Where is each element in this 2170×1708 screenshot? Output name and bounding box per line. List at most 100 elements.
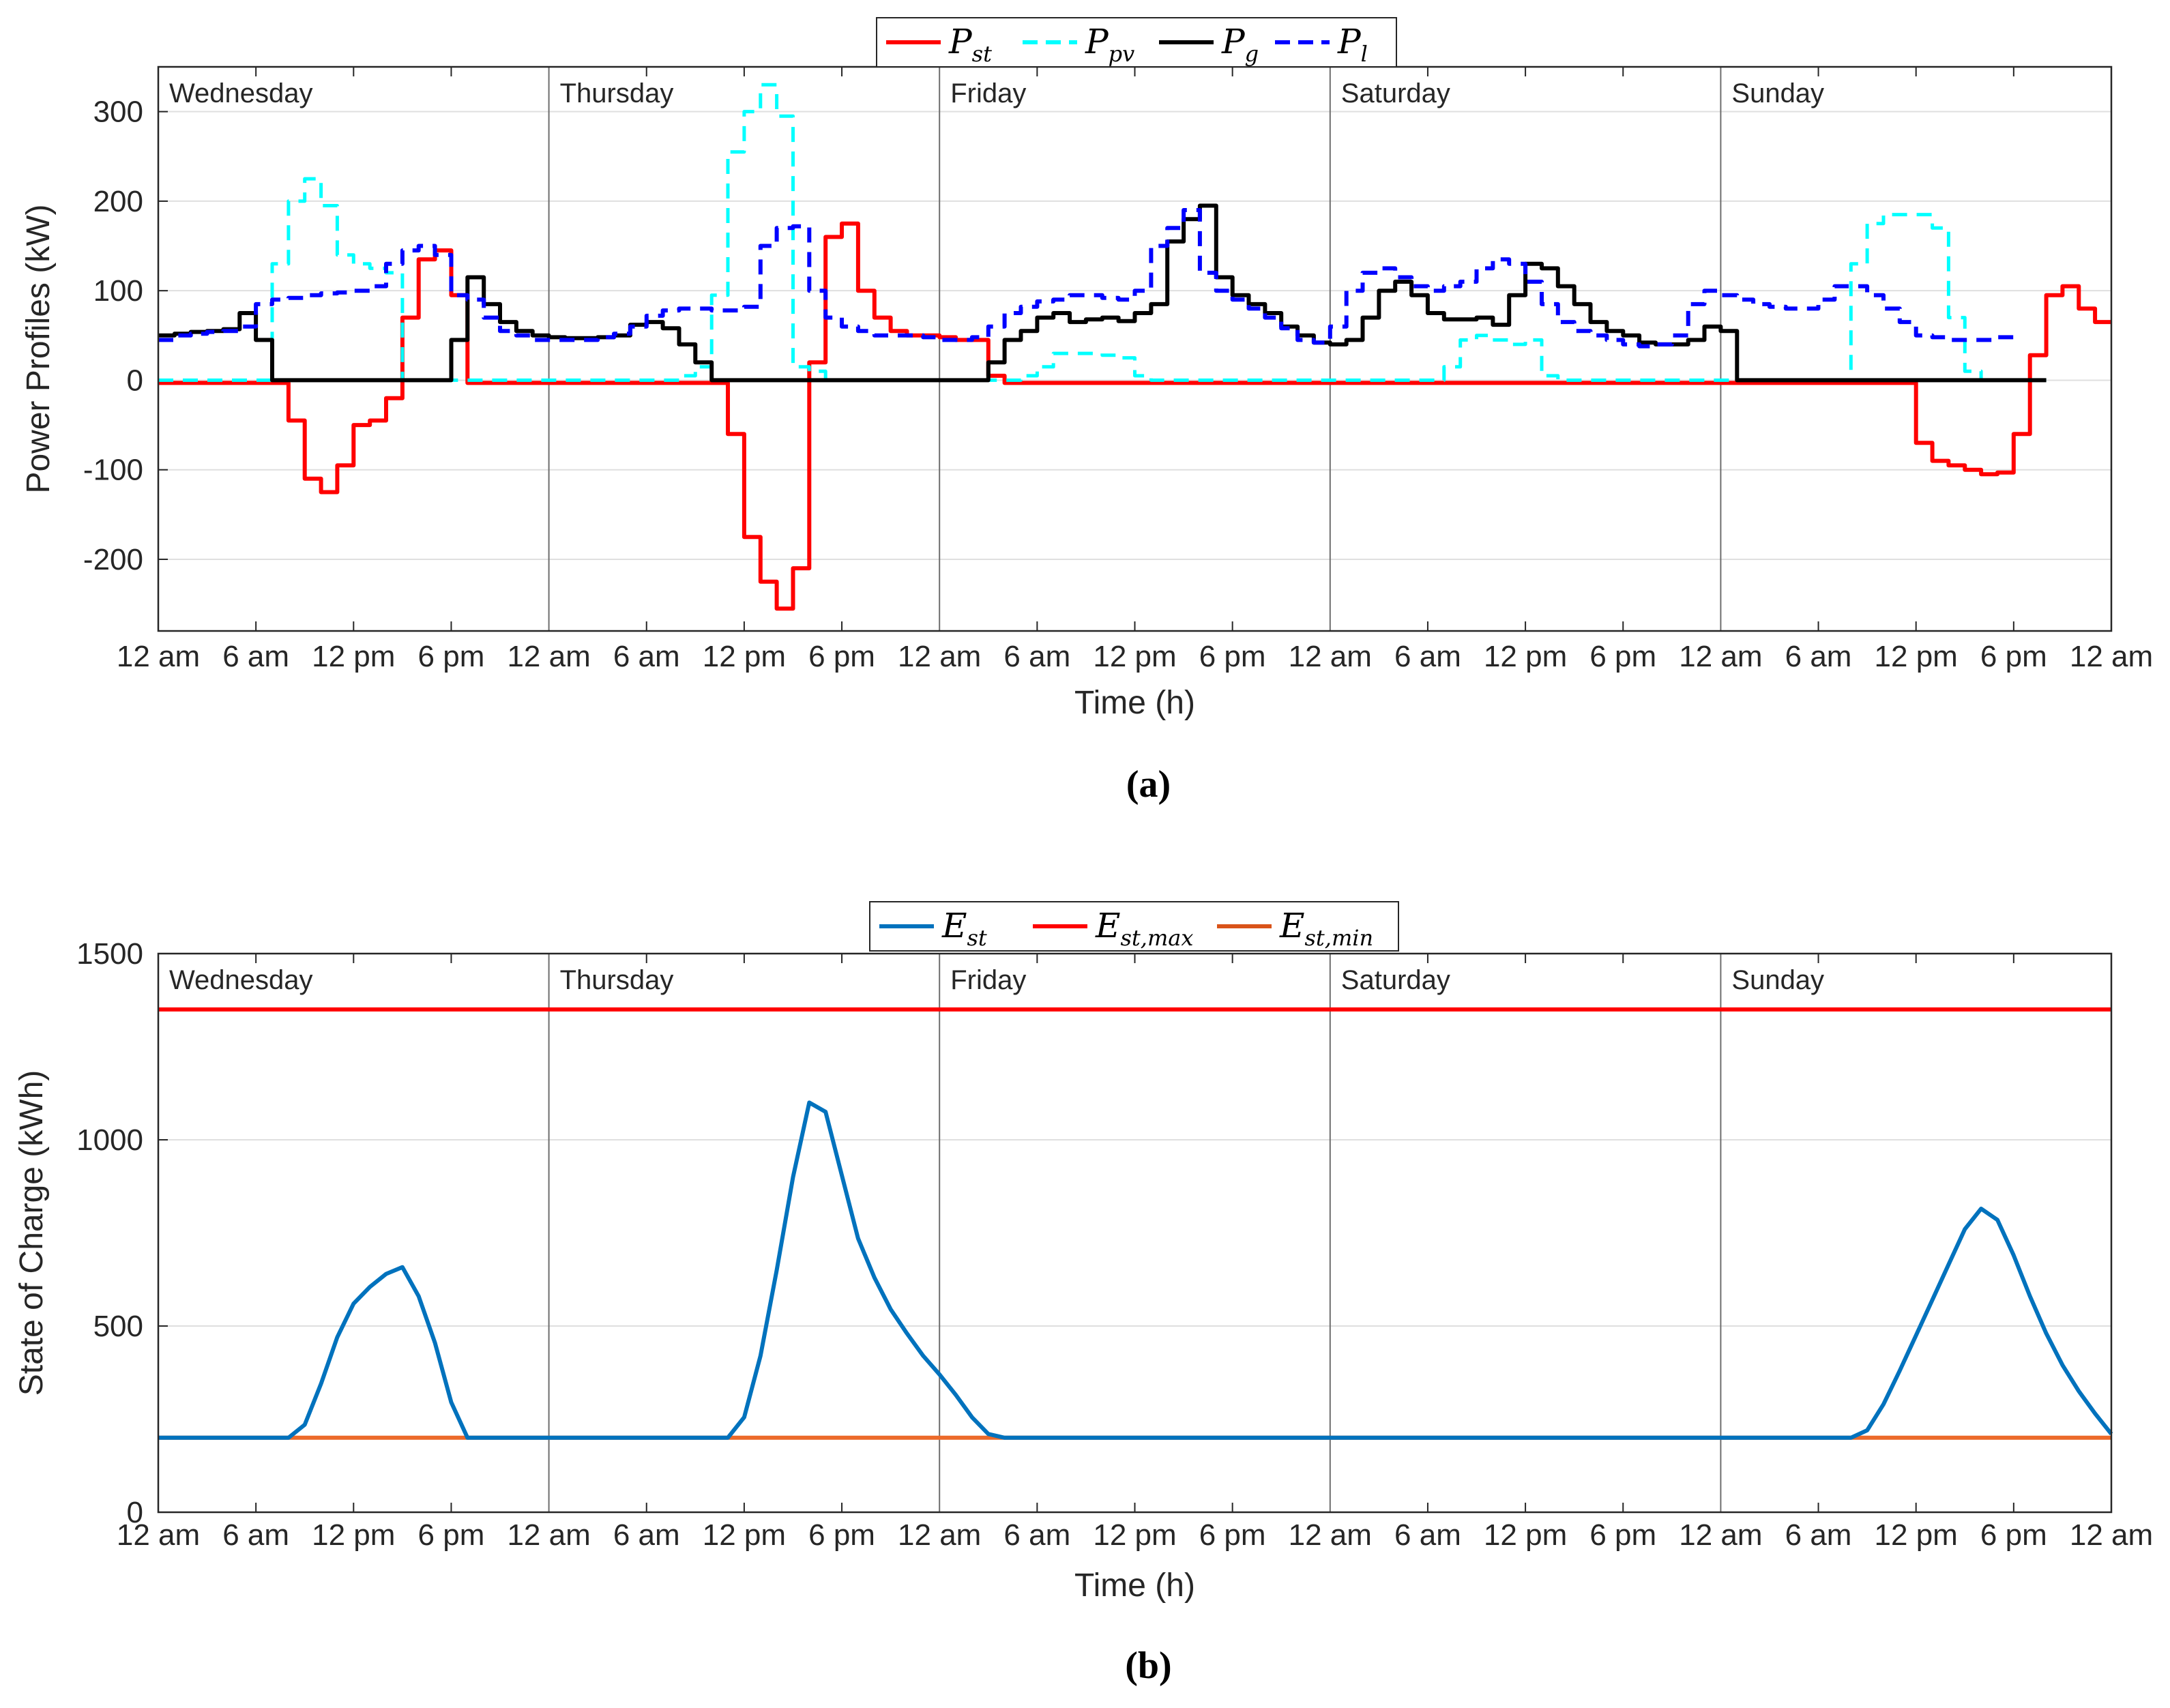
- y-tick-label: 100: [93, 274, 143, 308]
- legend-label-base: E: [1095, 906, 1121, 945]
- legend-item: Pst: [886, 22, 992, 67]
- x-tick-label: 12 pm: [1484, 640, 1567, 673]
- x-tick-label: 12 am: [1679, 640, 1762, 673]
- x-tick-label: 12 pm: [703, 640, 786, 673]
- legend-item: Pg: [1159, 22, 1259, 67]
- x-tick-label: 6 pm: [1980, 1518, 2047, 1552]
- day-label: Sunday: [1731, 78, 1824, 108]
- legend-label-base: E: [941, 906, 967, 945]
- x-tick-label: 12 am: [898, 640, 981, 673]
- legend-label-base: P: [948, 22, 973, 61]
- x-tick-label: 6 am: [1394, 1518, 1461, 1552]
- x-tick-label: 12 pm: [1875, 640, 1958, 673]
- y-axis-label: Power Profiles (kW): [20, 204, 57, 493]
- day-label: Saturday: [1341, 965, 1450, 995]
- x-tick-label: 12 am: [898, 1518, 981, 1552]
- x-tick-label: 6 am: [1785, 640, 1852, 673]
- x-tick-label: 12 pm: [1093, 640, 1176, 673]
- y-tick-label: 200: [93, 185, 143, 218]
- legend-item: Est,min: [1217, 906, 1373, 951]
- x-tick-label: 6 pm: [808, 1518, 875, 1552]
- x-tick-label: 6 am: [613, 640, 680, 673]
- x-tick-label: 12 am: [117, 640, 200, 673]
- y-tick-label: -100: [83, 454, 143, 487]
- x-tick-label: 12 pm: [312, 640, 395, 673]
- y-tick-label: 0: [127, 364, 143, 397]
- x-tick-label: 6 pm: [1199, 1518, 1266, 1552]
- x-tick-label: 12 pm: [312, 1518, 395, 1552]
- x-axis-label: Time (h): [1074, 1567, 1195, 1604]
- plot-area: [158, 954, 2111, 1512]
- legend-label: Pst: [948, 22, 992, 67]
- x-tick-label: 6 am: [1003, 1518, 1070, 1552]
- x-tick-label: 12 am: [507, 1518, 590, 1552]
- legend-item: Est,max: [1033, 906, 1193, 951]
- legend-label-subscript: st: [972, 41, 992, 67]
- x-tick-label: 6 am: [1394, 640, 1461, 673]
- panel-caption: (b): [1125, 1645, 1171, 1687]
- x-tick-label: 12 am: [2070, 1518, 2153, 1552]
- day-label: Friday: [950, 965, 1026, 995]
- x-tick-label: 6 pm: [1199, 640, 1266, 673]
- y-tick-label: 300: [93, 95, 143, 129]
- x-tick-label: 6 am: [222, 640, 289, 673]
- y-tick-label: 0: [127, 1496, 143, 1529]
- panel-caption: (a): [1126, 763, 1171, 806]
- legend-label: Est: [941, 906, 987, 951]
- day-label: Saturday: [1341, 78, 1450, 108]
- series-line-p-g: [158, 203, 2047, 383]
- x-tick-label: 6 am: [222, 1518, 289, 1552]
- x-tick-label: 12 pm: [703, 1518, 786, 1552]
- legend-label: Est,min: [1279, 906, 1373, 951]
- y-tick-label: 1000: [76, 1123, 143, 1157]
- legend-label: Pg: [1221, 22, 1259, 67]
- series-line-p-l: [158, 208, 2014, 349]
- x-tick-label: 12 pm: [1093, 1518, 1176, 1552]
- x-tick-label: 6 pm: [418, 640, 485, 673]
- legend-label-subscript: st: [967, 925, 987, 951]
- legend-label-subscript: st,min: [1305, 925, 1374, 951]
- x-tick-label: 6 pm: [1980, 640, 2047, 673]
- x-tick-label: 6 pm: [1589, 640, 1656, 673]
- day-label: Thursday: [560, 965, 674, 995]
- day-label: Wednesday: [169, 78, 313, 108]
- y-tick-label: -200: [83, 543, 143, 576]
- legend: Pst Ppv Pg Pl: [876, 17, 1397, 68]
- x-tick-label: 12 am: [1289, 640, 1372, 673]
- axes-box: [157, 952, 2113, 1514]
- legend-label-subscript: st,max: [1121, 925, 1194, 951]
- day-label: Thursday: [560, 78, 674, 108]
- legend-label-base: P: [1337, 22, 1362, 61]
- x-tick-label: 6 pm: [418, 1518, 485, 1552]
- x-tick-label: 12 pm: [1875, 1518, 1958, 1552]
- legend: Est Est,max Est,min: [869, 901, 1399, 952]
- x-tick-label: 6 pm: [808, 640, 875, 673]
- legend-item: Ppv: [1023, 22, 1134, 67]
- legend-box: [869, 901, 1399, 952]
- power-profiles-chart: 300 200 100 0 -100 -200 12 am 6 am 12 pm 6 pm 12 a…: [20, 17, 2153, 806]
- legend-item: Pl: [1275, 22, 1368, 67]
- y-tick-label: 500: [93, 1310, 143, 1343]
- legend-label: Pl: [1337, 22, 1368, 67]
- series-line-e-st: [158, 1100, 2113, 1440]
- x-tick-label: 6 am: [1003, 640, 1070, 673]
- day-label: Wednesday: [169, 965, 313, 995]
- day-label: Sunday: [1731, 965, 1824, 995]
- day-label: Friday: [950, 78, 1026, 108]
- legend-label-subscript: l: [1361, 41, 1368, 67]
- x-tick-label: 12 am: [1679, 1518, 1762, 1552]
- legend-label-subscript: g: [1245, 41, 1259, 67]
- legend-item: Est: [879, 906, 987, 951]
- x-tick-label: 12 am: [507, 640, 590, 673]
- x-tick-label: 12 am: [1289, 1518, 1372, 1552]
- y-axis-label: State of Charge (kWh): [14, 1070, 50, 1396]
- x-tick-label: 6 am: [613, 1518, 680, 1552]
- x-tick-label: 12 pm: [1484, 1518, 1567, 1552]
- x-tick-label: 12 am: [117, 1518, 200, 1552]
- legend-label: Ppv: [1085, 22, 1134, 67]
- y-tick-label: 1500: [76, 937, 143, 971]
- legend-label-base: E: [1279, 906, 1305, 945]
- plot-area: [158, 67, 2111, 631]
- x-tick-label: 6 pm: [1589, 1518, 1656, 1552]
